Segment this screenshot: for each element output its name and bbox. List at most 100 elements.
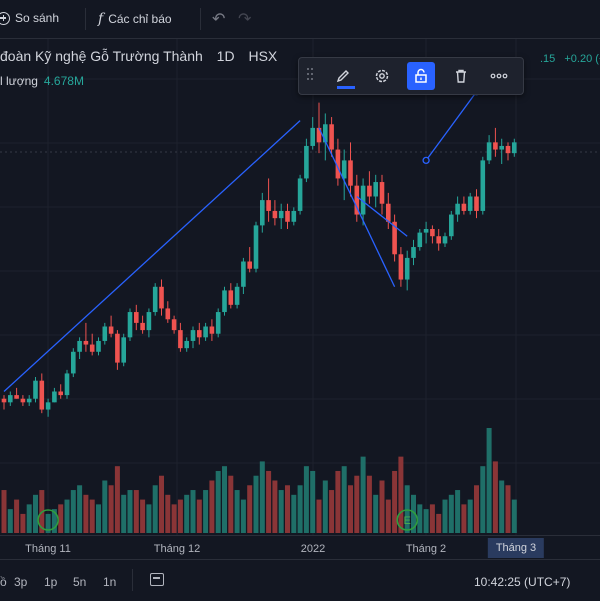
- volume-bar: [360, 456, 366, 533]
- volume-bar: [1, 490, 7, 533]
- candle-body: [512, 142, 517, 154]
- candle-body: [285, 210, 290, 222]
- candle-body: [373, 182, 378, 197]
- volume-bar: [234, 490, 240, 533]
- lock-icon[interactable]: [407, 62, 435, 90]
- volume-bar: [404, 485, 410, 533]
- volume-bar: [159, 475, 164, 533]
- exchange-label: HSX: [248, 48, 278, 64]
- candle-body: [386, 203, 391, 222]
- volume-bar: [89, 499, 95, 533]
- volume-bar: [411, 494, 416, 533]
- volume-bars: [1, 428, 517, 533]
- interval-label[interactable]: 1D: [216, 48, 235, 64]
- calendar-icon[interactable]: [150, 573, 164, 586]
- range-button-5n[interactable]: 5n: [73, 575, 87, 589]
- trendline-handle: [422, 156, 430, 165]
- time-label-highlighted: Tháng 3: [487, 538, 545, 558]
- clock-readout[interactable]: 10:42:25 (UTC+7): [474, 575, 571, 589]
- volume-bar: [436, 513, 442, 533]
- candle-body: [266, 200, 271, 211]
- range-button-partial[interactable]: ồ: [0, 575, 7, 589]
- volume-bar: [152, 485, 158, 533]
- candle-body: [127, 312, 133, 338]
- volume-bar: [96, 504, 101, 533]
- compare-button[interactable]: So sánh: [0, 11, 59, 25]
- candle-body: [379, 182, 385, 204]
- volume-bar: [209, 480, 215, 533]
- trendlines: [3, 88, 481, 392]
- candle-body: [1, 398, 7, 403]
- event-marker: [37, 509, 59, 531]
- indicators-button[interactable]: f Các chỉ báo: [98, 11, 172, 27]
- candle-body: [96, 340, 101, 352]
- more-icon[interactable]: [485, 62, 513, 90]
- volume-bar: [505, 485, 511, 533]
- bottom-divider: [132, 569, 133, 591]
- candle-body: [108, 326, 114, 334]
- candle-body: [272, 210, 278, 219]
- candle-body: [297, 178, 303, 211]
- volume-bar: [455, 490, 461, 533]
- candle-body: [215, 312, 221, 334]
- candle-body: [474, 196, 479, 211]
- candle-body: [316, 127, 322, 143]
- candle-body: [493, 142, 498, 150]
- volume-bar: [58, 504, 64, 533]
- volume-label: l lượng: [0, 74, 38, 88]
- candle-body: [423, 229, 429, 233]
- trendline: [318, 127, 396, 288]
- candle-body: [404, 257, 410, 280]
- volume-bar: [190, 490, 196, 533]
- volume-bar: [165, 494, 171, 533]
- symbol-legend: đoàn Kỹ nghệ Gỗ Trường Thành 1D HSX: [0, 48, 277, 64]
- volume-bar: [33, 494, 38, 533]
- volume-bar: [278, 490, 284, 533]
- compare-icon: [0, 11, 10, 25]
- volume-bar: [461, 504, 467, 533]
- range-button-1n[interactable]: 1n: [103, 575, 117, 589]
- volume-bar: [184, 494, 190, 533]
- volume-bar: [228, 475, 234, 533]
- volume-bar: [240, 499, 246, 533]
- trendline: [425, 91, 478, 161]
- volume-bar: [291, 494, 297, 533]
- volume-bar: [373, 494, 379, 533]
- volume-bar: [366, 475, 372, 533]
- candle-body: [360, 185, 366, 215]
- candle-body: [222, 290, 227, 313]
- candle-body: [417, 232, 423, 248]
- volume-bar: [398, 456, 404, 533]
- pencil-icon[interactable]: [329, 62, 357, 90]
- undo-icon[interactable]: ↶: [212, 11, 226, 28]
- candle-body: [247, 261, 252, 269]
- volume-bar: [310, 470, 316, 533]
- indicators-icon: f: [98, 11, 104, 27]
- candle-body: [26, 398, 32, 403]
- volume-bar: [329, 490, 335, 533]
- volume-bar: [70, 490, 76, 533]
- time-label: Tháng 12: [153, 543, 201, 555]
- volume-bar: [335, 470, 341, 533]
- redo-icon[interactable]: ↷: [238, 11, 252, 28]
- volume-bar: [467, 499, 473, 533]
- trendline: [3, 120, 301, 392]
- candle-body: [14, 395, 19, 399]
- time-axis[interactable]: Tháng 11 Tháng 12 2022 Tháng 2 Tháng 3: [0, 535, 600, 560]
- candle-body: [52, 391, 57, 403]
- price-chart[interactable]: E: [0, 39, 600, 535]
- range-button-3p[interactable]: 3p: [14, 575, 28, 589]
- range-button-1p[interactable]: 1p: [44, 575, 58, 589]
- volume-bar: [247, 485, 253, 533]
- drag-handle-icon[interactable]: [307, 68, 315, 84]
- candle-body: [45, 402, 51, 410]
- trash-icon[interactable]: [447, 62, 475, 90]
- volume-bar: [385, 499, 391, 533]
- volume-bar: [102, 480, 108, 533]
- candle-body: [39, 380, 45, 410]
- candle-body: [241, 261, 246, 287]
- volume-bar: [253, 475, 259, 533]
- indicators-label: Các chỉ báo: [108, 12, 172, 26]
- gear-icon[interactable]: [368, 62, 396, 90]
- volume-bar: [322, 480, 328, 533]
